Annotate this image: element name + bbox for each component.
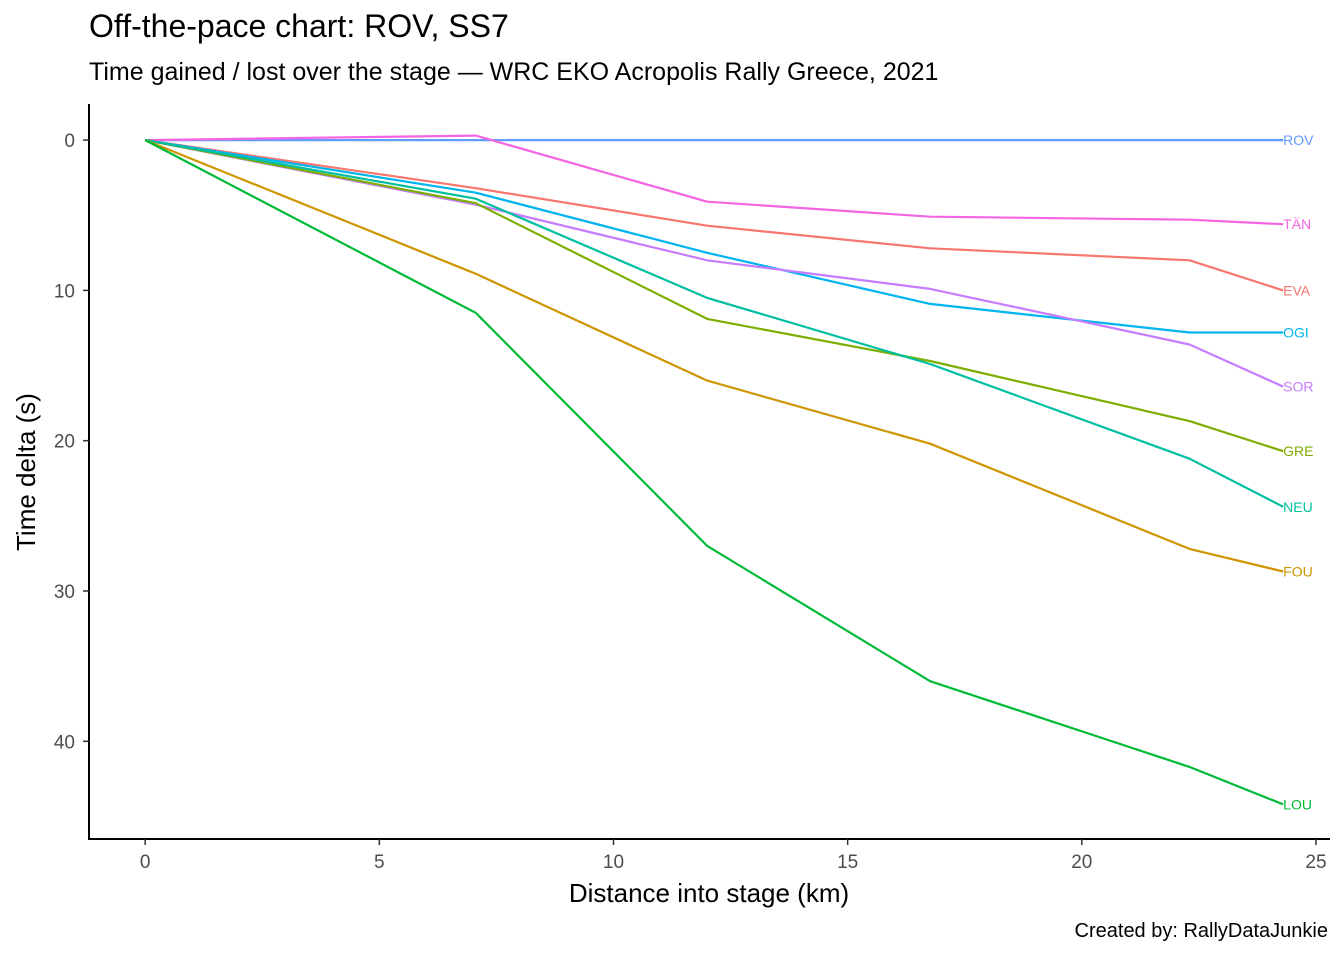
y-tick-label: 20: [54, 432, 75, 453]
x-tick-label: 20: [1071, 852, 1092, 873]
series-layer: ROV TÄN EVA OGI SOR GRE NEU FOU LOU: [144, 132, 1314, 812]
series-label-tän: TÄN: [1283, 216, 1311, 232]
x-tick-label: 5: [374, 852, 385, 873]
series-line-fou: [144, 139, 1284, 573]
series-label-neu: NEU: [1283, 499, 1313, 515]
series-line-neu: [145, 139, 1284, 508]
series-label-lou: LOU: [1283, 796, 1312, 812]
series-label-gre: GRE: [1283, 443, 1313, 459]
x-tick-label: 25: [1305, 852, 1326, 873]
y-tick-label: 30: [54, 582, 75, 603]
x-tick-label: 15: [837, 852, 858, 873]
series-line-gre: [144, 139, 1284, 453]
x-tick-label: 10: [603, 852, 624, 873]
series-label-eva: EVA: [1283, 282, 1311, 298]
y-axis-title: Time delta (s): [11, 393, 41, 551]
chart-title: Off-the-pace chart: ROV, SS7: [89, 8, 509, 44]
series-line-ogi: [145, 139, 1284, 334]
series-label-ogi: OGI: [1283, 324, 1309, 340]
series-line-tän: [145, 134, 1284, 226]
tick-layer: 0 5 10 15 20 25 0 10 20 30 40: [54, 131, 1327, 873]
axis-layer: [88, 104, 1330, 840]
chart-caption: Created by: RallyDataJunkie: [1074, 920, 1328, 942]
series-label-rov: ROV: [1283, 132, 1314, 148]
series-line-eva: [145, 139, 1284, 292]
series-label-sor: SOR: [1283, 379, 1313, 395]
x-tick-label: 0: [140, 852, 151, 873]
series-label-fou: FOU: [1283, 563, 1313, 579]
series-line-sor: [144, 139, 1284, 388]
y-tick-label: 40: [54, 732, 75, 753]
y-tick-label: 0: [64, 131, 75, 152]
y-tick-label: 10: [54, 281, 75, 302]
series-line-lou: [144, 139, 1284, 806]
x-axis-title: Distance into stage (km): [569, 878, 849, 908]
chart-subtitle: Time gained / lost over the stage — WRC …: [89, 58, 939, 86]
